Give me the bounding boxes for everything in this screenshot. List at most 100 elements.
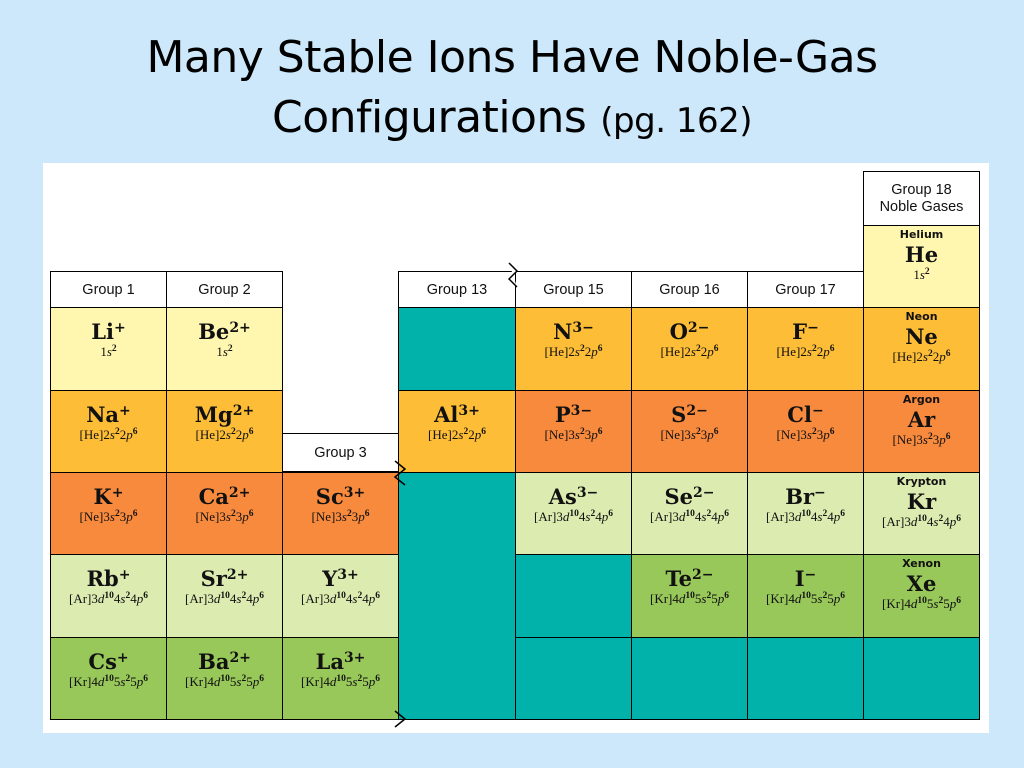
- config-be: 1s2: [216, 344, 233, 359]
- config-k: [Ne]3s23p6: [79, 509, 138, 524]
- ion-o: O2−: [669, 319, 710, 344]
- cell-la: La3+ [Kr]4d105s25p6: [282, 637, 399, 720]
- ion-be: Be2+: [198, 319, 251, 344]
- header-group-3: Group 3: [282, 433, 399, 472]
- filler-group13-rows4-6: [398, 472, 516, 720]
- cell-y: Y3+ [Ar]3d104s24p6: [282, 554, 399, 638]
- header-group-17: Group 17: [747, 271, 864, 308]
- symbol-kr: Kr: [906, 489, 937, 514]
- ion-li: Li+: [91, 319, 126, 344]
- config-f: [He]2s22p6: [776, 344, 835, 359]
- ion-te: Te2−: [665, 566, 714, 591]
- cell-helium: Helium He 1s2: [863, 225, 980, 308]
- ion-ba: Ba2+: [198, 649, 251, 674]
- config-s: [Ne]3s23p6: [660, 427, 719, 442]
- name-xenon: Xenon: [902, 557, 941, 570]
- cell-i: I− [Kr]4d105s25p6: [747, 554, 864, 638]
- header-group-18-name: Noble Gases: [879, 198, 964, 215]
- config-cl: [Ne]3s23p6: [776, 427, 835, 442]
- config-cs: [Kr]4d105s25p6: [69, 674, 148, 689]
- cell-rb: Rb+ [Ar]3d104s24p6: [50, 554, 167, 638]
- title-line-2: Configurations (pg. 162): [0, 88, 1024, 151]
- filler-group13-row2: [398, 307, 516, 391]
- ion-i: I−: [794, 566, 817, 591]
- config-xe: [Kr]4d105s25p6: [882, 596, 961, 611]
- name-helium: Helium: [899, 228, 944, 241]
- ion-as: As3−: [548, 484, 599, 509]
- cell-as: As3− [Ar]3d104s24p6: [515, 472, 632, 555]
- name-krypton: Krypton: [896, 475, 947, 488]
- ion-rb: Rb+: [86, 566, 131, 591]
- ion-sc: Sc3+: [315, 484, 366, 509]
- cell-br: Br− [Ar]3d104s24p6: [747, 472, 864, 555]
- filler-group18-row6: [863, 637, 980, 720]
- config-o: [He]2s22p6: [660, 344, 719, 359]
- cell-p: P3− [Ne]3s23p6: [515, 390, 632, 473]
- cell-sr: Sr2+ [Ar]3d104s24p6: [166, 554, 283, 638]
- ion-na: Na+: [86, 402, 131, 427]
- config-se: [Ar]3d104s24p6: [650, 509, 729, 524]
- header-group-18: Group 18 Noble Gases: [863, 171, 980, 226]
- cell-li: Li+ 1s2: [50, 307, 167, 391]
- ion-al: Al3+: [434, 402, 480, 427]
- config-ar: [Ne]3s23p6: [892, 432, 951, 447]
- ion-f: F−: [792, 319, 819, 344]
- header-group-15: Group 15: [515, 271, 632, 308]
- ion-p: P3−: [554, 402, 593, 427]
- config-n: [He]2s22p6: [544, 344, 603, 359]
- cell-al: Al3+ [He]2s22p6: [398, 390, 516, 473]
- symbol-xe: Xe: [906, 571, 937, 596]
- title-configurations: Configurations: [271, 92, 587, 143]
- config-te: [Kr]4d105s25p6: [650, 591, 729, 606]
- config-sc: [Ne]3s23p6: [311, 509, 370, 524]
- cell-argon: Argon Ar [Ne]3s23p6: [863, 390, 980, 473]
- ion-configuration-table: Group 1 Group 2 Group 3 Group 13 Group 1…: [43, 163, 989, 733]
- ion-ca: Ca2+: [198, 484, 251, 509]
- ion-se: Se2−: [664, 484, 715, 509]
- header-group-16: Group 16: [631, 271, 748, 308]
- filler-group15-row5: [515, 554, 632, 638]
- ion-n: N3−: [553, 319, 594, 344]
- filler-group15-row6: [515, 637, 632, 720]
- cell-mg: Mg2+ [He]2s22p6: [166, 390, 283, 473]
- cell-cl: Cl− [Ne]3s23p6: [747, 390, 864, 473]
- config-y: [Ar]3d104s24p6: [301, 591, 380, 606]
- ion-mg: Mg2+: [194, 402, 255, 427]
- config-na: [He]2s22p6: [79, 427, 138, 442]
- filler-group17-row6: [747, 637, 864, 720]
- header-group-13: Group 13: [398, 271, 516, 308]
- header-group-18-number: Group 18: [891, 181, 952, 198]
- cell-te: Te2− [Kr]4d105s25p6: [631, 554, 748, 638]
- title-page-ref: (pg. 162): [600, 101, 753, 141]
- cell-ca: Ca2+ [Ne]3s23p6: [166, 472, 283, 555]
- config-br: [Ar]3d104s24p6: [766, 509, 845, 524]
- symbol-ar: Ar: [907, 407, 936, 432]
- config-la: [Kr]4d105s25p6: [301, 674, 380, 689]
- cell-be: Be2+ 1s2: [166, 307, 283, 391]
- cell-n: N3− [He]2s22p6: [515, 307, 632, 391]
- config-ne: [He]2s22p6: [892, 349, 951, 364]
- cell-f: F− [He]2s22p6: [747, 307, 864, 391]
- cell-se: Se2− [Ar]3d104s24p6: [631, 472, 748, 555]
- filler-group16-row6: [631, 637, 748, 720]
- cell-s: S2− [Ne]3s23p6: [631, 390, 748, 473]
- cell-na: Na+ [He]2s22p6: [50, 390, 167, 473]
- name-argon: Argon: [902, 393, 941, 406]
- cell-cs: Cs+ [Kr]4d105s25p6: [50, 637, 167, 720]
- cell-xenon: Xenon Xe [Kr]4d105s25p6: [863, 554, 980, 638]
- ion-k: K+: [93, 484, 124, 509]
- config-li: 1s2: [100, 344, 117, 359]
- ion-cs: Cs+: [88, 649, 129, 674]
- header-group-2: Group 2: [166, 271, 283, 308]
- cell-sc: Sc3+ [Ne]3s23p6: [282, 472, 399, 555]
- config-rb: [Ar]3d104s24p6: [69, 591, 148, 606]
- config-ca: [Ne]3s23p6: [195, 509, 254, 524]
- symbol-ne: Ne: [905, 324, 938, 349]
- ion-br: Br−: [785, 484, 826, 509]
- config-as: [Ar]3d104s24p6: [534, 509, 613, 524]
- cell-k: K+ [Ne]3s23p6: [50, 472, 167, 555]
- symbol-he: He: [904, 242, 939, 267]
- title-line-1: Many Stable Ions Have Noble-Gas: [146, 32, 878, 83]
- config-p: [Ne]3s23p6: [544, 427, 603, 442]
- cell-krypton: Krypton Kr [Ar]3d104s24p6: [863, 472, 980, 555]
